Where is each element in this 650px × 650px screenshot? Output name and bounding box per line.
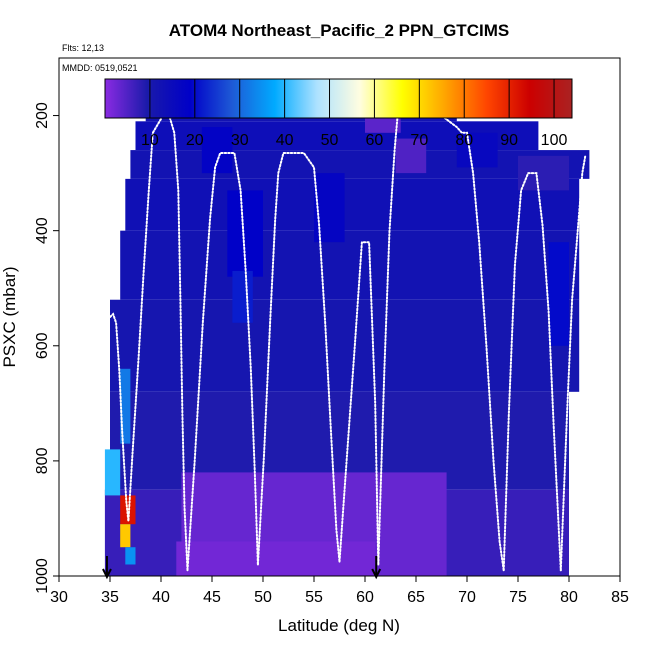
x-axis-label: Latitude (deg N) bbox=[278, 616, 400, 635]
heatmap-cell bbox=[518, 155, 569, 191]
heatmap-cell bbox=[395, 138, 427, 174]
heatmap-cell bbox=[548, 242, 569, 346]
colorbar-tick-label: 30 bbox=[231, 132, 249, 149]
x-tick-label: 75 bbox=[509, 589, 527, 606]
flight-track bbox=[109, 114, 189, 572]
heatmap-cells bbox=[104, 98, 590, 576]
x-tick-label: 70 bbox=[458, 589, 476, 606]
colorbar-tick-label: 40 bbox=[276, 132, 294, 149]
x-tick-label: 60 bbox=[356, 589, 374, 606]
flights-label: Flts: 12,13 bbox=[62, 43, 104, 53]
heatmap-cell bbox=[125, 178, 580, 231]
chart-title: ATOM4 Northeast_Pacific_2 PPN_GTCIMS bbox=[169, 21, 509, 40]
colorbar bbox=[104, 78, 573, 119]
heatmap-cell bbox=[120, 230, 580, 300]
x-tick-label: 45 bbox=[203, 589, 221, 606]
y-tick-label: 1000 bbox=[34, 558, 51, 594]
flight-track bbox=[502, 172, 562, 572]
y-axis: 200 400 600 800 1000 bbox=[34, 102, 59, 594]
heatmap-cell bbox=[201, 127, 233, 174]
colorbar-tick-label: 80 bbox=[455, 132, 473, 149]
colorbar-tick-label: 100 bbox=[541, 132, 568, 149]
dates-label: MMDD: 0519,0521 bbox=[62, 63, 138, 73]
x-tick-label: 85 bbox=[611, 589, 629, 606]
x-axis: 30 35 40 45 50 55 60 65 70 75 80 85 bbox=[50, 576, 629, 606]
x-tick-label: 30 bbox=[50, 589, 68, 606]
colorbar-tick-label: 90 bbox=[500, 132, 518, 149]
flight-track bbox=[186, 152, 259, 572]
flight-track bbox=[377, 114, 505, 572]
plot-frame bbox=[58, 57, 621, 577]
marker-arrow-head bbox=[102, 568, 112, 580]
y-tick-label: 600 bbox=[34, 332, 51, 359]
y-tick-label: 400 bbox=[34, 217, 51, 244]
y-tick-label: 200 bbox=[34, 102, 51, 129]
colorbar-tick-label: 70 bbox=[410, 132, 428, 149]
colorbar-ticks: 10 20 30 40 50 60 70 80 90 100 bbox=[141, 79, 567, 149]
x-tick-label: 40 bbox=[152, 589, 170, 606]
marker-arrow-head bbox=[371, 568, 382, 580]
colorbar-tick-label: 60 bbox=[366, 132, 384, 149]
heatmap-cell bbox=[232, 270, 253, 323]
flight-track bbox=[559, 154, 587, 572]
y-axis-label: PSXC (mbar) bbox=[0, 266, 19, 367]
heatmap-cell bbox=[110, 299, 580, 392]
x-tick-label: 35 bbox=[101, 589, 119, 606]
heatmap-cell bbox=[125, 547, 136, 565]
flight-track bbox=[256, 152, 341, 566]
heatmap-cell bbox=[120, 368, 131, 444]
x-tick-label: 50 bbox=[254, 589, 272, 606]
x-tick-label: 55 bbox=[305, 589, 323, 606]
latitude-markers bbox=[102, 556, 382, 580]
heatmap-cell bbox=[104, 449, 121, 496]
x-tick-label: 80 bbox=[560, 589, 578, 606]
colorbar-tick-label: 10 bbox=[141, 132, 159, 149]
flight-track bbox=[338, 241, 380, 566]
x-tick-label: 65 bbox=[407, 589, 425, 606]
heatmap-cell bbox=[176, 541, 376, 576]
y-tick-label: 800 bbox=[34, 447, 51, 474]
colorbar-tick-label: 50 bbox=[321, 132, 339, 149]
flight-tracks bbox=[109, 114, 587, 572]
colorbar-tick-label: 20 bbox=[186, 132, 204, 149]
heatmap-cell bbox=[456, 132, 498, 168]
heatmap-cell bbox=[120, 524, 131, 548]
